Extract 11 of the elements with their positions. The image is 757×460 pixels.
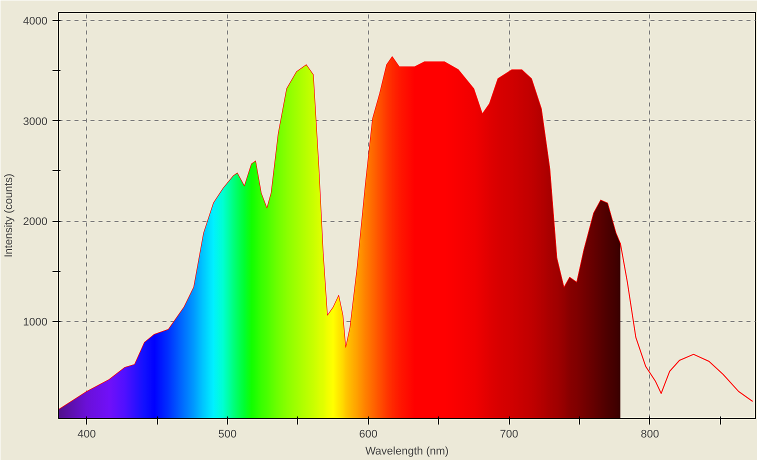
y-tick-label: 2000: [23, 216, 48, 228]
x-tick-label: 800: [640, 428, 660, 440]
y-tick-label: 4000: [23, 16, 48, 28]
x-tick-label: 700: [500, 428, 518, 440]
x-tick-label: 400: [77, 428, 96, 440]
x-tick-label: 500: [218, 428, 237, 440]
x-axis-title: Wavelength (nm): [365, 446, 449, 458]
y-axis-title: Intensity (counts): [3, 174, 16, 258]
x-tick-label: 600: [359, 428, 378, 440]
y-tick-label: 1000: [23, 316, 48, 328]
y-tick-label: 3000: [23, 116, 48, 128]
